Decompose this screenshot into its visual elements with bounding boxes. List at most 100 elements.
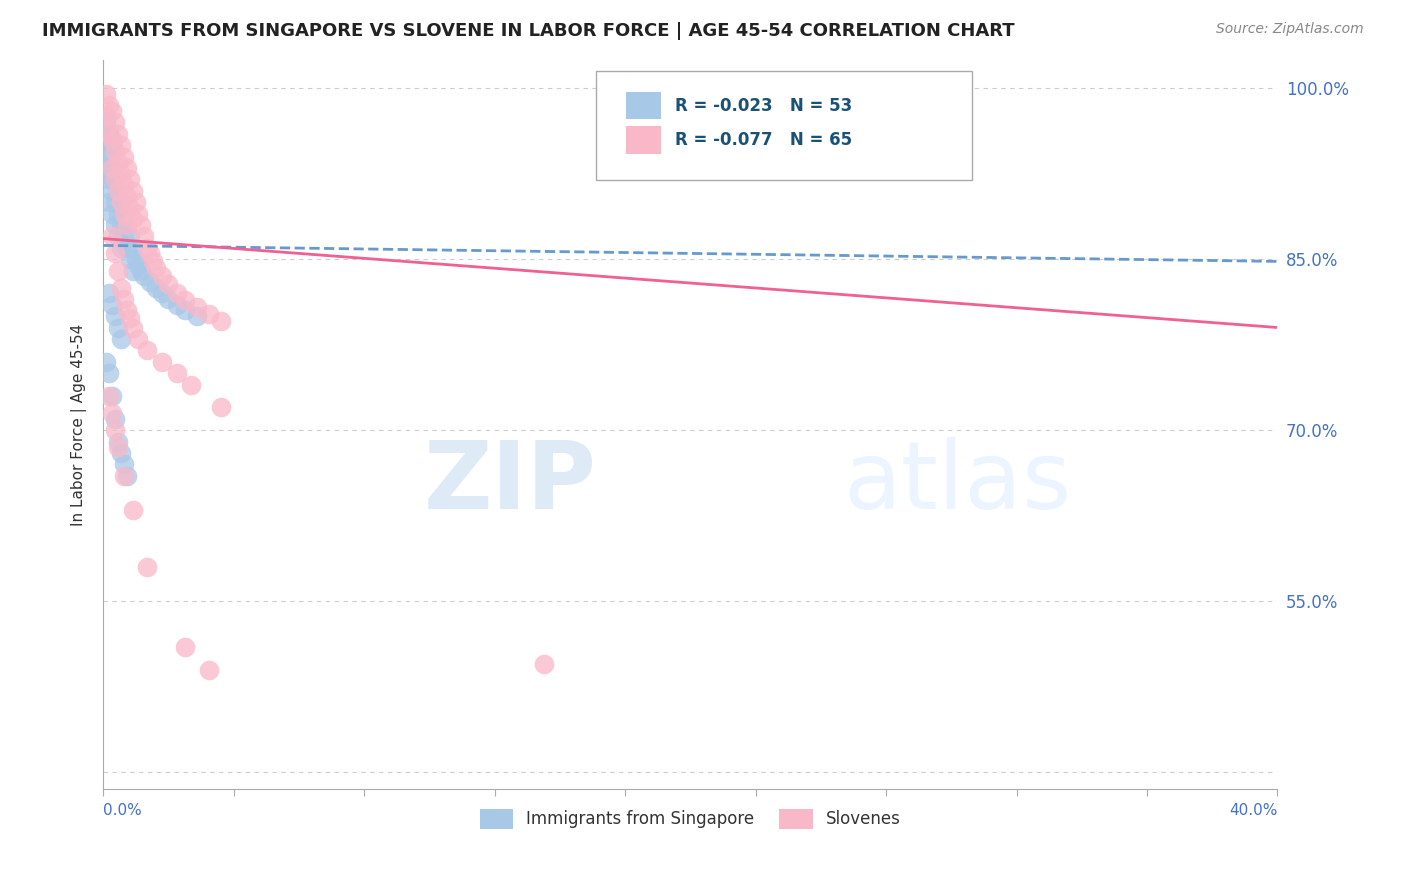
Point xyxy=(110,195,132,210)
Text: Source: ZipAtlas.com: Source: ZipAtlas.com xyxy=(1216,22,1364,37)
Point xyxy=(139,246,162,260)
Point xyxy=(110,241,132,255)
Point xyxy=(107,184,129,198)
Point xyxy=(112,468,135,483)
Point xyxy=(104,172,127,186)
Point xyxy=(112,229,135,244)
Point xyxy=(174,640,197,654)
Point xyxy=(186,309,208,323)
Point xyxy=(118,252,141,266)
Point xyxy=(124,252,146,266)
Point xyxy=(174,303,197,318)
Point xyxy=(98,127,121,141)
Point xyxy=(104,172,127,186)
Point xyxy=(104,218,127,232)
Point xyxy=(166,366,188,380)
Point xyxy=(104,423,127,437)
Point xyxy=(166,286,188,301)
Point xyxy=(112,292,135,306)
Point xyxy=(118,201,141,215)
Point xyxy=(104,144,127,158)
Point xyxy=(101,406,124,420)
Point xyxy=(156,292,179,306)
Point xyxy=(107,434,129,449)
Point xyxy=(101,138,124,153)
Point xyxy=(150,355,173,369)
Point xyxy=(101,184,124,198)
Point xyxy=(94,149,117,163)
Point xyxy=(101,229,124,244)
Point xyxy=(112,178,135,192)
Point xyxy=(115,241,138,255)
Text: IMMIGRANTS FROM SINGAPORE VS SLOVENE IN LABOR FORCE | AGE 45-54 CORRELATION CHAR: IMMIGRANTS FROM SINGAPORE VS SLOVENE IN … xyxy=(42,22,1015,40)
Point xyxy=(198,663,221,677)
Point xyxy=(115,218,138,232)
Bar xyxy=(626,126,661,153)
Point xyxy=(107,155,129,169)
Point xyxy=(107,229,129,244)
Point xyxy=(94,110,117,124)
Point xyxy=(101,389,124,403)
Point xyxy=(145,280,167,294)
Point xyxy=(127,206,149,220)
Point xyxy=(110,280,132,294)
Point xyxy=(98,98,121,112)
Point xyxy=(209,401,232,415)
Point xyxy=(104,115,127,129)
Point xyxy=(209,313,232,327)
Point xyxy=(121,212,143,227)
Point xyxy=(98,127,121,141)
Point xyxy=(533,657,555,671)
Point xyxy=(98,172,121,186)
Point xyxy=(94,355,117,369)
Point xyxy=(115,161,138,175)
Point xyxy=(101,132,124,146)
FancyBboxPatch shape xyxy=(596,70,972,180)
Point xyxy=(118,172,141,186)
Point xyxy=(131,263,153,277)
Point xyxy=(118,311,141,326)
Point xyxy=(107,127,129,141)
Point xyxy=(145,261,167,276)
Point xyxy=(121,263,143,277)
Point xyxy=(104,309,127,323)
Point xyxy=(101,161,124,175)
Point xyxy=(107,263,129,277)
Point xyxy=(127,332,149,346)
Point xyxy=(121,241,143,255)
Point xyxy=(136,241,159,255)
Point xyxy=(101,161,124,175)
Point xyxy=(104,246,127,260)
Point xyxy=(107,440,129,454)
Point xyxy=(104,195,127,210)
Point xyxy=(107,206,129,220)
Point xyxy=(94,132,117,146)
Point xyxy=(107,184,129,198)
Point xyxy=(198,307,221,321)
Point xyxy=(110,138,132,153)
Legend: Immigrants from Singapore, Slovenes: Immigrants from Singapore, Slovenes xyxy=(472,802,908,836)
Point xyxy=(101,206,124,220)
Point xyxy=(166,298,188,312)
Point xyxy=(121,184,143,198)
Point xyxy=(98,149,121,163)
Point xyxy=(98,389,121,403)
Point xyxy=(115,303,138,318)
Point xyxy=(110,446,132,460)
Point xyxy=(107,320,129,334)
Text: R = -0.077   N = 65: R = -0.077 N = 65 xyxy=(675,131,852,149)
Point xyxy=(101,103,124,118)
Point xyxy=(131,218,153,232)
Point xyxy=(112,458,135,472)
Point xyxy=(174,293,197,307)
Point xyxy=(150,286,173,301)
Point xyxy=(139,275,162,289)
Point xyxy=(94,167,117,181)
Point xyxy=(180,377,202,392)
Text: R = -0.023   N = 53: R = -0.023 N = 53 xyxy=(675,96,852,114)
Point xyxy=(98,286,121,301)
Point xyxy=(124,195,146,210)
Text: ZIP: ZIP xyxy=(423,437,596,529)
Point xyxy=(110,195,132,210)
Point xyxy=(142,254,165,268)
